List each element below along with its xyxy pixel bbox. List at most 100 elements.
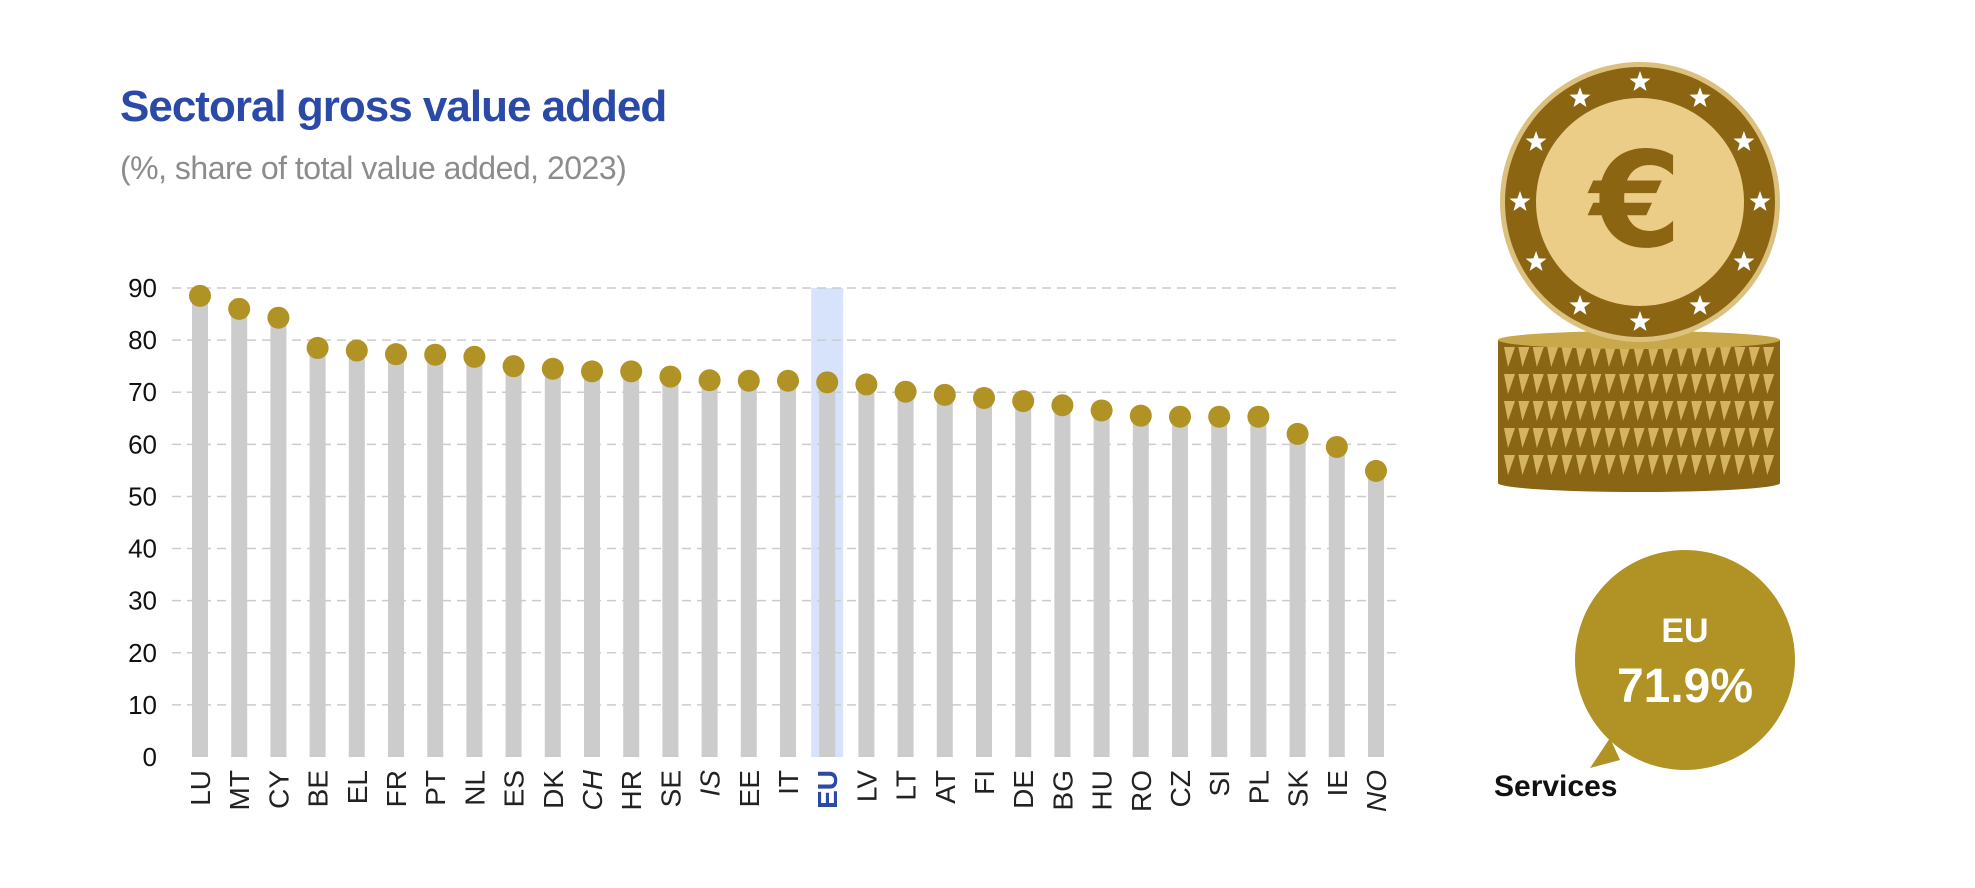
y-tick-label: 50: [128, 481, 157, 511]
data-point: [973, 386, 995, 409]
x-tick-label: HR: [616, 770, 647, 810]
x-tick-label: CY: [263, 770, 294, 809]
bar: [544, 368, 561, 757]
callout-value: 71.9%: [1617, 660, 1753, 713]
x-tick-label: AT: [930, 770, 961, 804]
data-point: [1090, 399, 1113, 422]
bar: [1093, 410, 1110, 757]
x-tick-label: EL: [342, 770, 373, 804]
svg-text:€: €: [1587, 124, 1682, 278]
x-tick-label: SE: [655, 770, 686, 807]
bar: [1172, 416, 1188, 757]
bar: [1368, 470, 1384, 757]
y-tick-label: 0: [143, 742, 157, 772]
chart-title: Sectoral gross value added: [120, 82, 667, 131]
data-point: [385, 343, 407, 366]
y-tick-label: 30: [128, 586, 157, 616]
data-point: [1208, 405, 1231, 428]
bar: [701, 380, 718, 757]
bar: [740, 380, 757, 757]
x-tick-label: PT: [420, 770, 451, 806]
data-point: [1129, 404, 1152, 427]
x-tick-label: IT: [773, 770, 804, 795]
x-tick-label: LV: [851, 770, 882, 802]
data-point: [1325, 435, 1348, 458]
x-tick-label: DK: [538, 770, 569, 809]
x-tick-label: FR: [381, 770, 412, 807]
eu-callout-bubble: EU 71.9%: [1575, 550, 1795, 770]
data-point: [777, 369, 799, 392]
x-tick-label: RO: [1126, 770, 1157, 812]
data-point: [1247, 405, 1270, 428]
x-tick-label: DE: [1008, 770, 1039, 809]
bar: [1328, 446, 1345, 757]
data-point: [306, 336, 329, 359]
x-tick-label: SK: [1283, 770, 1314, 808]
data-point: [463, 345, 486, 368]
bar: [936, 394, 953, 757]
y-tick-label: 80: [128, 325, 157, 355]
x-tick-label: HU: [1087, 770, 1118, 810]
bar: [1250, 416, 1267, 757]
y-tick-label: 40: [128, 534, 157, 564]
data-point: [541, 357, 564, 380]
data-point: [698, 369, 721, 392]
bar: [976, 397, 992, 757]
x-tick-label: EE: [734, 770, 765, 807]
data-point: [189, 284, 211, 307]
x-tick-label: EU: [812, 770, 843, 809]
y-tick-label: 20: [128, 638, 157, 668]
bar: [623, 371, 640, 757]
x-tick-label: FI: [969, 770, 1000, 795]
sector-caption: Services: [1494, 770, 1618, 803]
data-point: [345, 339, 368, 362]
data-point: [816, 371, 839, 394]
data-point: [581, 360, 603, 383]
y-tick-label: 90: [128, 273, 157, 303]
data-point: [855, 373, 878, 396]
callout-label: EU: [1661, 612, 1708, 650]
x-tick-label: CZ: [1165, 770, 1196, 807]
x-tick-label: BG: [1047, 770, 1078, 810]
y-tick-label: 10: [128, 690, 157, 720]
x-tick-label: MT: [224, 770, 255, 810]
euro-coin-stack-icon: €: [1498, 62, 1780, 492]
bar: [662, 376, 679, 757]
x-tick-label: NO: [1361, 770, 1392, 812]
x-tick-label: PL: [1243, 770, 1274, 804]
x-tick-label: ES: [499, 770, 530, 807]
x-tick-label: NL: [459, 770, 490, 806]
data-point: [424, 343, 447, 366]
data-point: [1286, 422, 1309, 445]
data-point: [267, 306, 290, 329]
data-point: [620, 360, 643, 383]
y-tick-label: 60: [128, 429, 157, 459]
bar: [192, 295, 208, 757]
data-point: [894, 380, 917, 403]
bar: [584, 371, 600, 757]
y-tick-label: 70: [128, 377, 157, 407]
data-point: [933, 383, 956, 406]
bar: [270, 317, 287, 757]
bar: [309, 347, 326, 757]
bar: [897, 391, 914, 757]
data-point: [1012, 390, 1035, 413]
data-point: [1051, 394, 1074, 417]
x-tick-label: BE: [303, 770, 334, 807]
bar: [466, 356, 483, 757]
bar: [1211, 416, 1228, 757]
bar: [388, 354, 404, 757]
bar: [858, 384, 875, 757]
x-tick-label: LU: [185, 770, 216, 806]
x-tick-label: LT: [891, 770, 922, 801]
bar: [1054, 405, 1071, 757]
bar: [427, 354, 444, 757]
bar: [505, 366, 522, 757]
bar: [348, 350, 365, 757]
data-point: [659, 365, 682, 388]
data-point: [1169, 405, 1191, 428]
bar: [1015, 401, 1032, 757]
x-tick-label: CH: [577, 769, 608, 810]
x-tick-label: SI: [1204, 770, 1235, 796]
